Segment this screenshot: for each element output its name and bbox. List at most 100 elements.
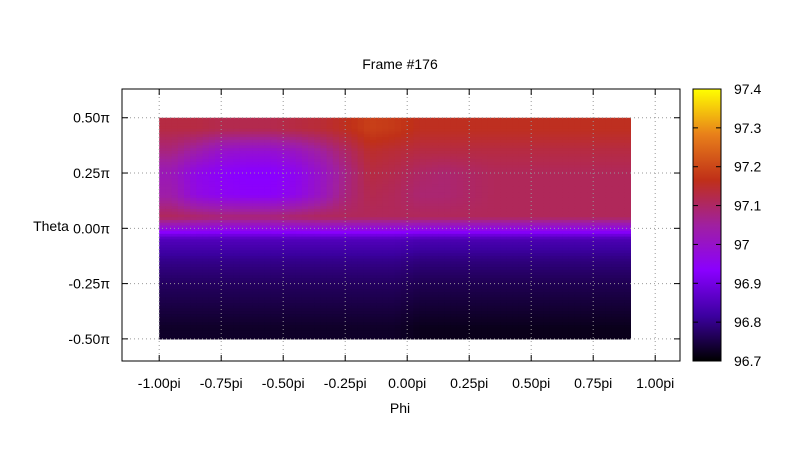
heatmap-cell: [556, 123, 563, 127]
heatmap-cell: [438, 294, 445, 299]
heatmap-cell: [289, 253, 297, 257]
heatmap-cell: [425, 184, 433, 188]
heatmap-cell: [320, 175, 328, 180]
heatmap-cell: [295, 267, 303, 271]
heatmap-cell: [159, 231, 166, 235]
heatmap-cell: [401, 170, 408, 174]
heatmap-cell: [401, 189, 408, 193]
heatmap-cell: [487, 195, 495, 199]
heatmap-cell: [487, 134, 495, 138]
heatmap-cell: [339, 203, 346, 207]
heatmap-cell: [332, 134, 340, 138]
heatmap-cell: [463, 192, 470, 196]
heatmap-cell: [506, 283, 514, 287]
heatmap-cell: [481, 120, 489, 124]
heatmap-cell: [518, 184, 526, 188]
heatmap-cell: [357, 214, 365, 218]
heatmap-cell: [295, 139, 303, 144]
heatmap-cell: [419, 280, 427, 285]
heatmap-cell: [487, 275, 495, 279]
heatmap-cell: [289, 220, 297, 224]
heatmap-cell: [339, 126, 346, 130]
heatmap-cell: [419, 192, 427, 196]
heatmap-cell: [543, 239, 551, 243]
heatmap-cell: [469, 225, 476, 229]
heatmap-cell: [419, 214, 427, 218]
heatmap-cell: [605, 244, 613, 249]
heatmap-cell: [246, 267, 253, 271]
heatmap-cell: [227, 264, 235, 268]
heatmap-cell: [208, 267, 216, 271]
heatmap-cell: [233, 217, 241, 221]
heatmap-cell: [227, 128, 235, 133]
heatmap-cell: [332, 264, 340, 268]
heatmap-cell: [177, 139, 185, 144]
heatmap-cell: [252, 131, 259, 135]
heatmap-cell: [295, 264, 303, 268]
heatmap-cell: [512, 164, 520, 169]
heatmap-cell: [363, 164, 371, 169]
heatmap-cell: [401, 222, 408, 227]
heatmap-cell: [494, 294, 501, 299]
heatmap-cell: [605, 217, 613, 221]
heatmap-cell: [233, 159, 241, 163]
heatmap-cell: [382, 258, 390, 263]
heatmap-cell: [301, 236, 309, 240]
heatmap-cell: [481, 217, 489, 221]
heatmap-cell: [252, 175, 259, 180]
heatmap-cell: [413, 197, 421, 202]
heatmap-cell: [202, 297, 210, 301]
heatmap-cell: [357, 242, 365, 246]
heatmap-cell: [556, 239, 563, 243]
heatmap-cell: [444, 117, 452, 122]
heatmap-cell: [407, 297, 414, 301]
heatmap-cell: [159, 148, 166, 152]
heatmap-cell: [531, 184, 538, 188]
heatmap-cell: [246, 255, 253, 260]
heatmap-cell: [580, 231, 588, 235]
heatmap-cell: [165, 145, 173, 149]
heatmap-cell: [525, 167, 532, 171]
heatmap-cell: [506, 214, 514, 218]
heatmap-cell: [450, 228, 458, 232]
heatmap-cell: [363, 275, 371, 279]
heatmap-cell: [543, 236, 551, 240]
heatmap-cell: [301, 244, 309, 249]
heatmap-cell: [177, 239, 185, 243]
heatmap-cell: [326, 297, 334, 301]
heatmap-cell: [506, 217, 514, 221]
heatmap-cell: [314, 181, 321, 185]
heatmap-cell: [605, 233, 613, 238]
heatmap-cell: [246, 184, 253, 188]
heatmap-cell: [537, 170, 545, 174]
heatmap-cell: [425, 236, 433, 240]
heatmap-cell: [171, 289, 179, 293]
heatmap-cell: [500, 164, 507, 169]
heatmap-cell: [320, 225, 328, 229]
heatmap-cell: [196, 250, 204, 254]
heatmap-cell: [388, 206, 396, 210]
heatmap-cell: [376, 189, 383, 193]
heatmap-cell: [500, 123, 507, 127]
heatmap-cell: [283, 294, 290, 299]
heatmap-cell: [401, 280, 408, 285]
heatmap-cell: [363, 236, 371, 240]
heatmap-cell: [270, 247, 278, 252]
heatmap-cell: [574, 197, 582, 202]
heatmap-cell: [345, 128, 352, 133]
heatmap-cell: [283, 242, 290, 246]
heatmap-cell: [605, 150, 613, 155]
heatmap-cell: [326, 148, 334, 152]
heatmap-cell: [494, 123, 501, 127]
heatmap-cell: [494, 258, 501, 263]
heatmap-cell: [159, 203, 166, 207]
heatmap-cell: [568, 150, 576, 155]
heatmap-cell: [177, 159, 185, 163]
heatmap-cell: [593, 128, 600, 133]
heatmap-cell: [332, 297, 340, 301]
heatmap-cell: [413, 145, 421, 149]
heatmap-cell: [611, 131, 619, 135]
heatmap-cell: [463, 239, 470, 243]
heatmap-cell: [351, 217, 359, 221]
heatmap-cell: [202, 153, 210, 158]
